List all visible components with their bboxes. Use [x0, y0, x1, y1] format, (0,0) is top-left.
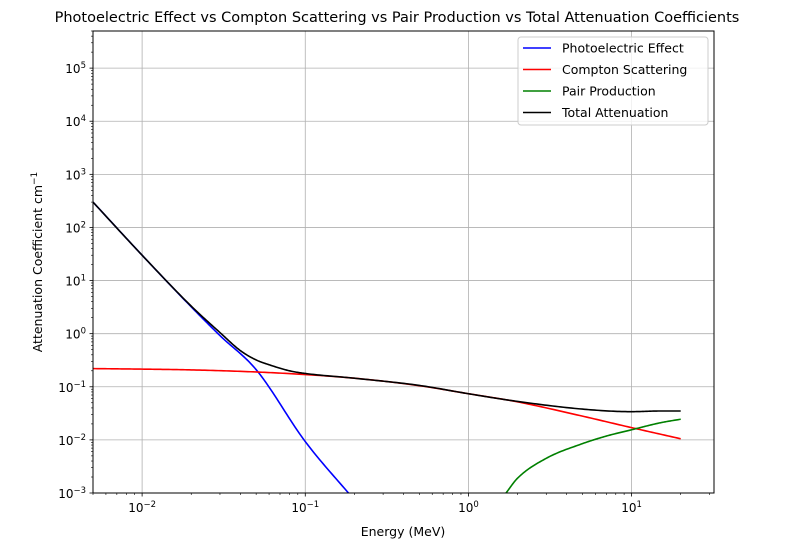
x-tick-label: 10−1 — [291, 500, 319, 515]
y-tick-label-base: 10 — [65, 275, 80, 289]
y-tick-label-exponent: 0 — [81, 327, 86, 337]
legend: Photoelectric Effect Compton Scattering Pa… — [517, 36, 709, 126]
y-axis-label-main: Attenuation Coefficient cm — [30, 185, 45, 352]
y-tick-label-exponent: 1 — [81, 274, 86, 284]
axis-ticks — [89, 30, 710, 497]
legend-box — [517, 36, 709, 126]
x-tick-label-exponent: 1 — [637, 500, 642, 510]
y-tick-label-exponent: −2 — [73, 433, 86, 443]
y-tick-label: 102 — [65, 220, 86, 235]
x-tick-label: 101 — [621, 500, 642, 515]
y-tick-label-base: 10 — [58, 434, 73, 448]
y-tick-label-base: 10 — [65, 221, 80, 235]
chart-title: Photoelectric Effect vs Compton Scatteri… — [55, 10, 740, 26]
series-line-pair-production — [505, 418, 681, 493]
y-tick-label: 100 — [65, 327, 86, 342]
y-tick-label-base: 10 — [65, 115, 80, 129]
y-tick-label: 10−1 — [58, 380, 86, 395]
y-axis-label-exponent: −1 — [30, 172, 40, 185]
legend-label: Photoelectric Effect — [562, 41, 684, 56]
y-tick-label-exponent: 3 — [81, 167, 86, 177]
x-tick-label: 10−2 — [128, 500, 156, 515]
y-tick-label: 101 — [65, 274, 86, 289]
y-tick-label-base: 10 — [65, 168, 80, 182]
y-tick-label: 10−2 — [58, 433, 86, 448]
grid — [93, 31, 714, 494]
tick-labels: 10−2 10−1 100 10110−310−210−110010110210310… — [58, 61, 642, 515]
y-tick-label-exponent: 4 — [81, 114, 86, 124]
x-tick-label-base: 10 — [291, 501, 306, 515]
y-tick-label: 105 — [65, 61, 86, 76]
x-axis-label: Energy (MeV) — [361, 524, 446, 539]
x-tick-label-base: 10 — [458, 501, 473, 515]
x-tick-label-base: 10 — [128, 501, 143, 515]
x-tick-label-exponent: −2 — [143, 500, 156, 510]
series-group — [93, 201, 681, 493]
y-tick-label-base: 10 — [58, 487, 73, 501]
y-tick-label-exponent: 5 — [81, 61, 86, 71]
y-tick-label: 10−3 — [58, 486, 86, 501]
y-tick-label-exponent: −3 — [73, 486, 86, 496]
legend-label: Pair Production — [562, 84, 656, 99]
series-line-total-attenuation — [93, 201, 681, 413]
y-tick-label-exponent: −1 — [73, 380, 86, 390]
y-tick-label-base: 10 — [65, 62, 80, 76]
x-tick-label-exponent: 0 — [473, 500, 478, 510]
legend-label: Compton Scattering — [562, 62, 687, 77]
y-tick-label-exponent: 2 — [81, 220, 86, 230]
y-tick-label: 104 — [65, 114, 86, 129]
y-tick-label: 103 — [65, 167, 86, 182]
y-tick-label-base: 10 — [65, 328, 80, 342]
y-axis-label: Attenuation Coefficient cm−1 — [30, 172, 45, 353]
x-tick-label-exponent: −1 — [307, 500, 320, 510]
x-tick-label-base: 10 — [621, 501, 636, 515]
x-tick-label: 100 — [458, 500, 479, 515]
y-tick-label-base: 10 — [58, 381, 73, 395]
legend-label: Total Attenuation — [561, 105, 668, 120]
